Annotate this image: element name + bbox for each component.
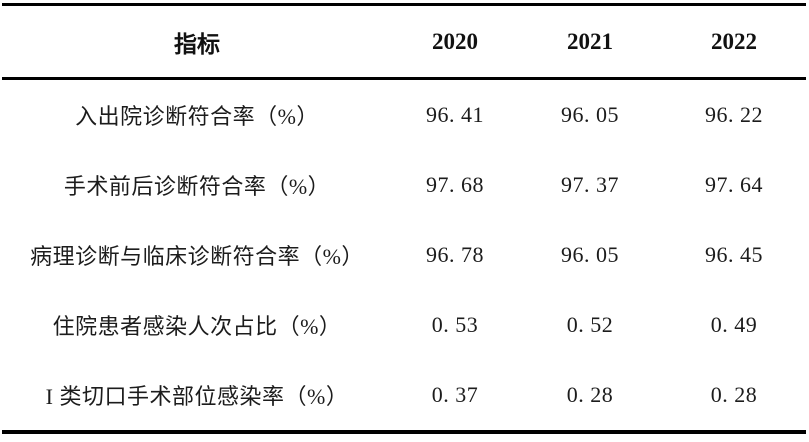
- table-row: 手术前后诊断符合率（%） 97. 68 97. 37 97. 64: [2, 150, 806, 220]
- value-cell: 96. 78: [426, 242, 484, 267]
- value-cell: 96. 05: [561, 102, 619, 127]
- value-cell: 96. 41: [426, 102, 484, 127]
- column-header-2020: 2020: [392, 4, 518, 80]
- indicator-cell: 入出院诊断符合率（%）: [75, 104, 319, 129]
- value-cell: 96. 45: [705, 242, 763, 267]
- indicator-cell: 住院患者感染人次占比（%）: [52, 314, 342, 339]
- value-cell: 96. 05: [561, 242, 619, 267]
- column-header-2022: 2022: [662, 4, 806, 80]
- value-cell: 97. 64: [705, 172, 763, 197]
- value-cell: 0. 28: [566, 382, 614, 407]
- document-page: 指标 2020 2021 2022 入出院诊断符合率（%） 96. 41 96.…: [2, 3, 807, 434]
- value-cell: 96. 22: [705, 102, 763, 127]
- table-row: 住院患者感染人次占比（%） 0. 53 0. 52 0. 49: [2, 290, 806, 360]
- value-cell: 0. 28: [710, 382, 758, 407]
- value-cell: 0. 52: [566, 312, 614, 337]
- column-header-indicator: 指标: [2, 4, 392, 80]
- column-header-2021: 2021: [518, 4, 662, 80]
- value-cell: 97. 68: [426, 172, 484, 197]
- table-row: I 类切口手术部位感染率（%） 0. 37 0. 28 0. 28: [2, 360, 806, 432]
- indicator-cell: 病理诊断与临床诊断符合率（%）: [30, 244, 364, 269]
- indicator-table: 指标 2020 2021 2022 入出院诊断符合率（%） 96. 41 96.…: [2, 3, 806, 434]
- value-cell: 0. 49: [710, 312, 758, 337]
- value-cell: 97. 37: [561, 172, 619, 197]
- table-row: 入出院诊断符合率（%） 96. 41 96. 05 96. 22: [2, 79, 806, 151]
- value-cell: 0. 53: [431, 312, 479, 337]
- indicator-cell: 手术前后诊断符合率（%）: [63, 174, 331, 199]
- indicator-cell: I 类切口手术部位感染率（%）: [45, 384, 349, 409]
- value-cell: 0. 37: [431, 382, 479, 407]
- header-row: 指标 2020 2021 2022: [2, 4, 806, 80]
- table-row: 病理诊断与临床诊断符合率（%） 96. 78 96. 05 96. 45: [2, 220, 806, 290]
